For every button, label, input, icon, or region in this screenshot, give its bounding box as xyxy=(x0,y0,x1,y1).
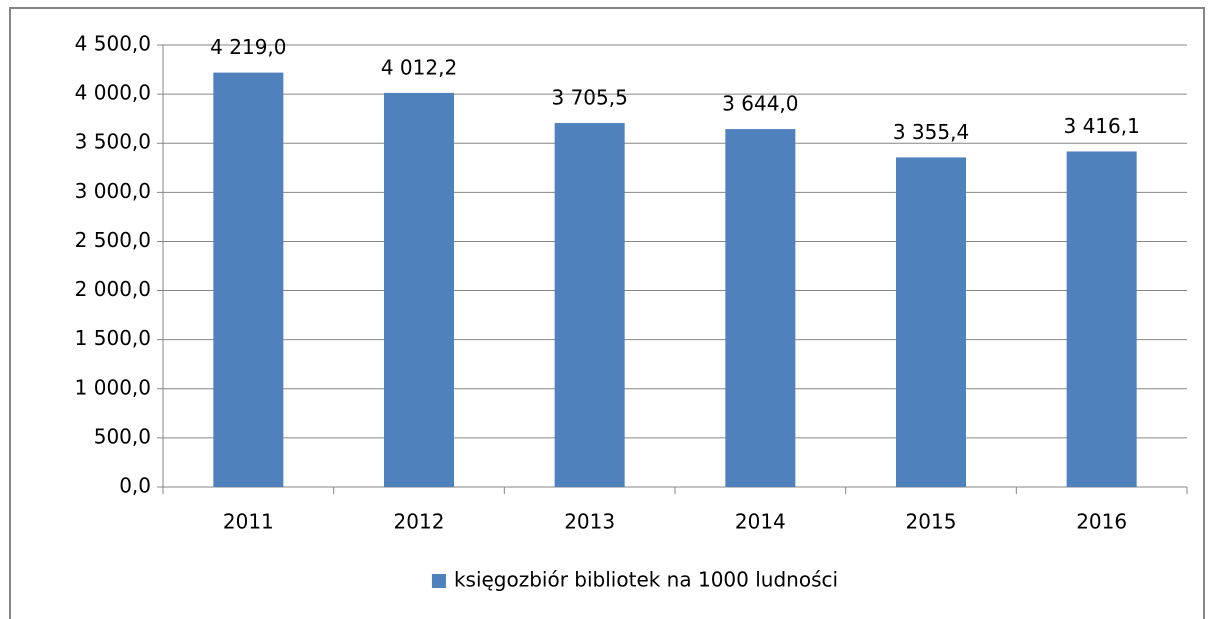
x-tick-label: 2014 xyxy=(735,510,786,534)
y-tick-label: 2 500,0 xyxy=(75,228,151,252)
x-tick-label: 2012 xyxy=(394,510,445,534)
data-label: 3 355,4 xyxy=(893,120,969,144)
bar xyxy=(554,123,625,488)
data-label: 4 219,0 xyxy=(210,35,286,59)
y-tick-label: 0,0 xyxy=(119,474,151,498)
data-label: 3 644,0 xyxy=(722,92,798,116)
bar xyxy=(896,157,966,487)
y-tick-label: 3 000,0 xyxy=(75,179,151,203)
data-label: 3 705,5 xyxy=(551,86,627,110)
bar xyxy=(384,92,454,487)
y-tick-label: 4 000,0 xyxy=(75,81,151,105)
data-label: 3 416,1 xyxy=(1063,114,1139,138)
x-tick-label: 2015 xyxy=(906,510,957,534)
y-tick-label: 4 500,0 xyxy=(75,32,151,56)
bar xyxy=(725,129,796,487)
y-tick-label: 500,0 xyxy=(94,424,151,448)
bar xyxy=(213,72,284,488)
legend-label: księgozbiór bibliotek na 1000 ludności xyxy=(454,568,838,592)
data-label: 4 012,2 xyxy=(381,55,457,79)
y-tick-label: 1 000,0 xyxy=(75,375,151,399)
x-tick-label: 2013 xyxy=(564,510,615,534)
x-tick-label: 2011 xyxy=(223,510,274,534)
y-tick-label: 3 500,0 xyxy=(75,130,151,154)
x-tick-label: 2016 xyxy=(1076,510,1127,534)
y-tick-label: 1 500,0 xyxy=(75,326,151,350)
bar xyxy=(1066,151,1137,487)
legend-swatch xyxy=(431,574,446,588)
y-tick-label: 2 000,0 xyxy=(75,277,151,301)
